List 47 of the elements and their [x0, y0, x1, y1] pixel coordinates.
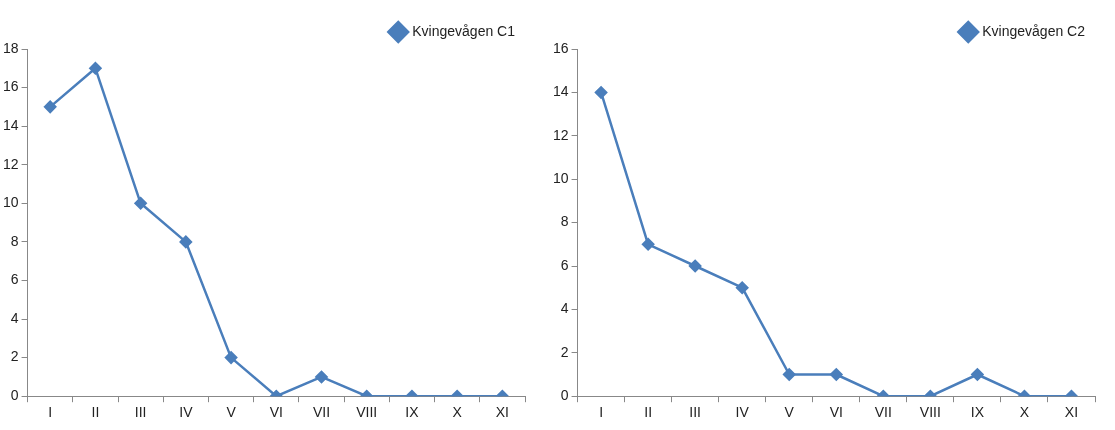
x-tick-label: X: [452, 404, 463, 421]
x-tick-label: I: [48, 404, 53, 421]
legend-label: Kvingevågen C1: [412, 22, 516, 39]
x-tick-label: XI: [1064, 404, 1079, 421]
x-tick-label: IX: [405, 404, 420, 421]
x-tick-label: III: [689, 404, 702, 421]
y-tick-label: 4: [10, 309, 19, 326]
y-tick-label: 0: [560, 387, 569, 404]
legend-label: Kvingevågen C2: [982, 22, 1086, 39]
x-tick-label: I: [599, 404, 604, 421]
x-tick-label: VIII: [356, 404, 378, 421]
x-tick-label: XI: [495, 404, 510, 421]
x-tick-label: II: [91, 404, 100, 421]
point: [89, 62, 102, 75]
y-tick-label: 12: [2, 155, 19, 172]
point: [179, 235, 193, 249]
x-tick-label: V: [226, 404, 237, 421]
y-tick-label: 4: [560, 300, 569, 317]
x-tick-label: X: [1019, 404, 1030, 421]
y-tick-label: 2: [10, 348, 19, 365]
x-tick-label: IV: [179, 404, 194, 421]
y-tick-label: 6: [10, 271, 19, 288]
x-tick-label: VI: [269, 404, 283, 421]
y-tick-label: 8: [10, 232, 19, 249]
y-tick-label: 10: [2, 194, 19, 211]
x-tick-label: IV: [735, 404, 750, 421]
y-tick-label: 16: [552, 39, 569, 56]
y-tick-label: 16: [2, 78, 19, 95]
y-tick-label: 6: [560, 256, 569, 273]
y-tick-label: 0: [10, 387, 19, 404]
x-tick-label: IX: [970, 404, 985, 421]
y-tick-label: 10: [552, 170, 569, 187]
x-tick-label: VII: [312, 404, 331, 421]
y-tick-label: 8: [560, 213, 569, 230]
y-tick-label: 18: [2, 39, 19, 56]
y-tick-label: 14: [2, 117, 19, 134]
y-tick-label: 12: [552, 126, 569, 143]
x-tick-label: II: [644, 404, 653, 421]
point: [134, 197, 147, 210]
x-tick-label: III: [134, 404, 147, 421]
y-tick-label: 2: [560, 343, 569, 360]
y-tick-label: 14: [552, 83, 569, 100]
x-tick-label: VIII: [919, 404, 941, 421]
x-tick-label: VII: [874, 404, 892, 421]
x-tick-label: V: [784, 404, 795, 421]
x-tick-label: VI: [829, 404, 843, 421]
point: [43, 100, 57, 114]
